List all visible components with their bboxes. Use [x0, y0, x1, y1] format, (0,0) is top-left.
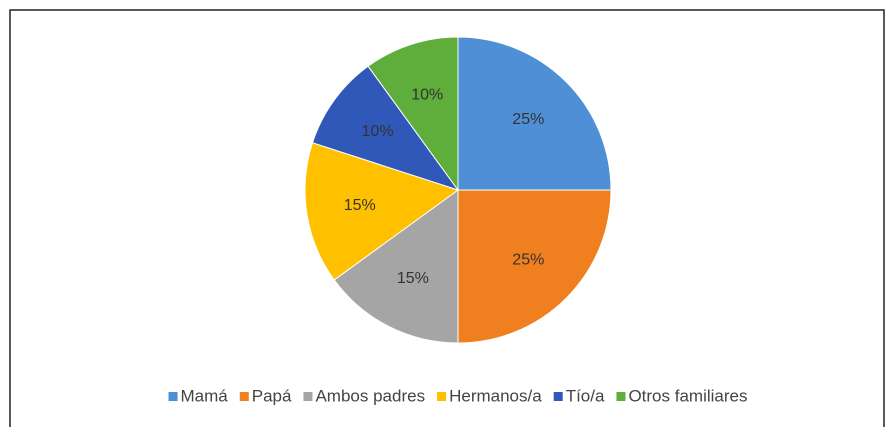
legend-swatch — [168, 392, 178, 401]
legend-label: Ambos padres — [315, 386, 425, 405]
data-label: 25% — [512, 252, 544, 269]
data-label: 10% — [362, 123, 394, 140]
legend-label: Tío/a — [566, 386, 605, 405]
pie-slice — [333, 189, 459, 344]
data-label: 15% — [344, 197, 376, 214]
legend-label: Otros familiares — [628, 386, 747, 405]
legend-label: Mamá — [181, 386, 229, 405]
legend-label: Hermanos/a — [449, 386, 542, 405]
data-label: 25% — [512, 111, 544, 128]
legend-swatch — [616, 392, 626, 401]
legend-swatch — [437, 392, 447, 401]
data-label: 15% — [397, 270, 429, 287]
legend-swatch — [553, 392, 563, 401]
pie-slice — [311, 65, 460, 191]
legend-swatch — [303, 392, 313, 401]
legend-label: Papá — [252, 386, 292, 405]
data-label: 10% — [411, 87, 443, 104]
pie-slice — [457, 189, 612, 344]
pie-slice — [457, 36, 612, 191]
legend: Mamá Papá Ambos padres Hermanos/a Tío/a Otros… — [168, 386, 747, 405]
pie-slice — [304, 142, 460, 281]
legend-swatch — [239, 392, 249, 401]
pie-slice — [367, 36, 459, 192]
